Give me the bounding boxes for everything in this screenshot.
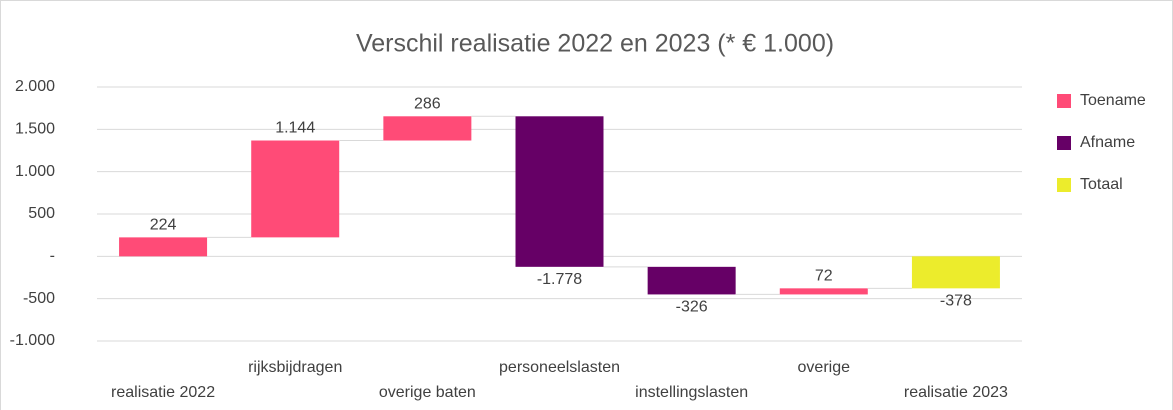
data-label: 1.144 [275, 120, 315, 137]
legend-label: Toename [1080, 92, 1146, 109]
y-tick-label: 2.000 [15, 78, 55, 95]
x-tick-label: overige baten [379, 384, 476, 401]
data-label: 224 [150, 217, 177, 234]
bar [779, 288, 868, 295]
legend-label: Afname [1080, 134, 1135, 151]
data-label: -378 [940, 293, 972, 310]
data-label: -326 [676, 299, 708, 316]
y-tick-label: -500 [23, 290, 55, 307]
y-tick-label: -1.000 [10, 332, 55, 349]
data-label: 286 [414, 96, 441, 113]
bar [251, 140, 340, 238]
x-tick-label: realisatie 2023 [904, 384, 1008, 401]
y-tick-label: 1.500 [15, 121, 55, 138]
x-tick-label: rijksbijdragen [248, 359, 342, 376]
legend-swatch [1057, 136, 1071, 150]
data-label: 72 [815, 268, 833, 285]
chart-title: Verschil realisatie 2022 en 2023 (* € 1.… [356, 30, 834, 58]
bar [647, 266, 736, 295]
x-tick-label: realisatie 2022 [111, 384, 215, 401]
legend-swatch [1057, 94, 1071, 108]
legend-swatch [1057, 178, 1071, 192]
bar [515, 116, 604, 267]
bar [383, 116, 472, 141]
y-tick-label: 500 [28, 205, 55, 222]
data-label: -1.778 [537, 271, 582, 288]
y-tick-label: 1.000 [15, 163, 55, 180]
bar [119, 237, 208, 257]
y-tick-label: - [50, 248, 55, 265]
bar [911, 256, 1000, 289]
x-tick-label: overige [798, 359, 851, 376]
legend-label: Totaal [1080, 176, 1123, 193]
x-tick-label: personeelslasten [499, 359, 620, 376]
x-tick-label: instellingslasten [635, 384, 748, 401]
